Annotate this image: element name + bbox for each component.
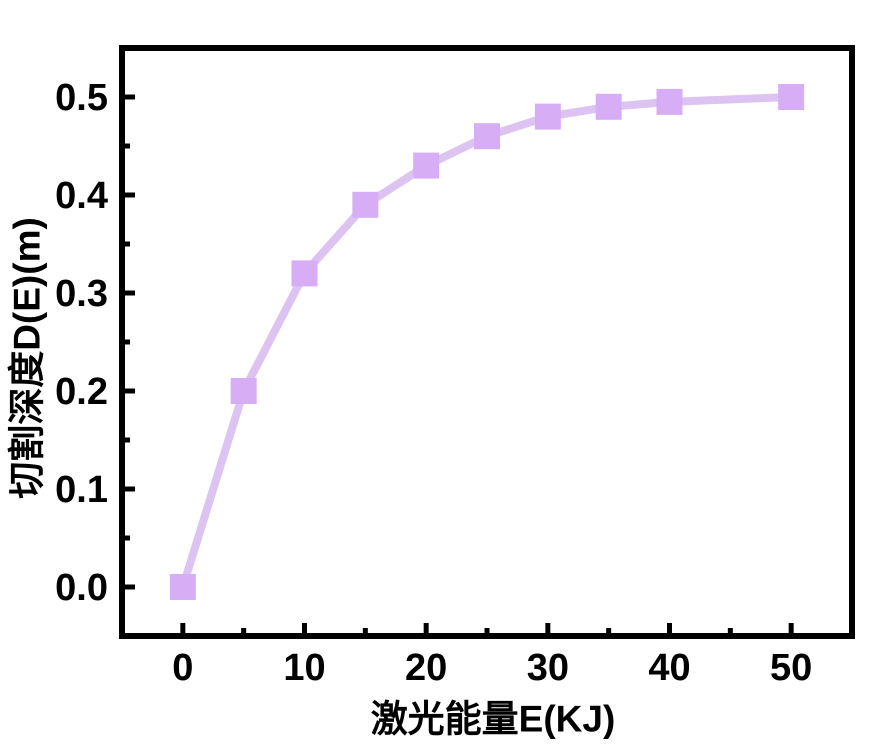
y-tick-label: 0.4	[55, 175, 108, 217]
x-tick-label: 10	[283, 647, 325, 689]
data-point-marker	[778, 84, 805, 110]
data-point-marker	[595, 93, 622, 120]
y-tick-label: 0.1	[55, 469, 108, 511]
y-tick-label: 0.0	[55, 567, 108, 609]
data-point-marker	[413, 152, 440, 179]
x-tick-label: 40	[648, 647, 690, 689]
x-tick-label: 30	[527, 647, 569, 689]
data-point-marker	[169, 574, 196, 600]
data-point-marker	[291, 260, 318, 287]
y-axis-title: 切割深度D(E)(m)	[6, 217, 48, 499]
x-axis-title: 激光能量E(KJ)	[370, 698, 616, 740]
x-tick-label: 0	[172, 647, 193, 689]
data-point-marker	[230, 378, 257, 404]
x-tick-label: 20	[405, 647, 447, 689]
data-point-marker	[656, 88, 683, 115]
data-line	[179, 93, 792, 589]
y-tick-label: 0.2	[55, 371, 108, 413]
data-point-marker	[352, 191, 379, 218]
plot-frame	[119, 45, 855, 639]
x-tick-label: 50	[770, 647, 812, 689]
data-point-marker	[534, 103, 561, 130]
data-point-marker	[474, 123, 500, 150]
y-tick-label: 0.3	[55, 273, 108, 315]
y-tick-label: 0.5	[55, 77, 108, 119]
